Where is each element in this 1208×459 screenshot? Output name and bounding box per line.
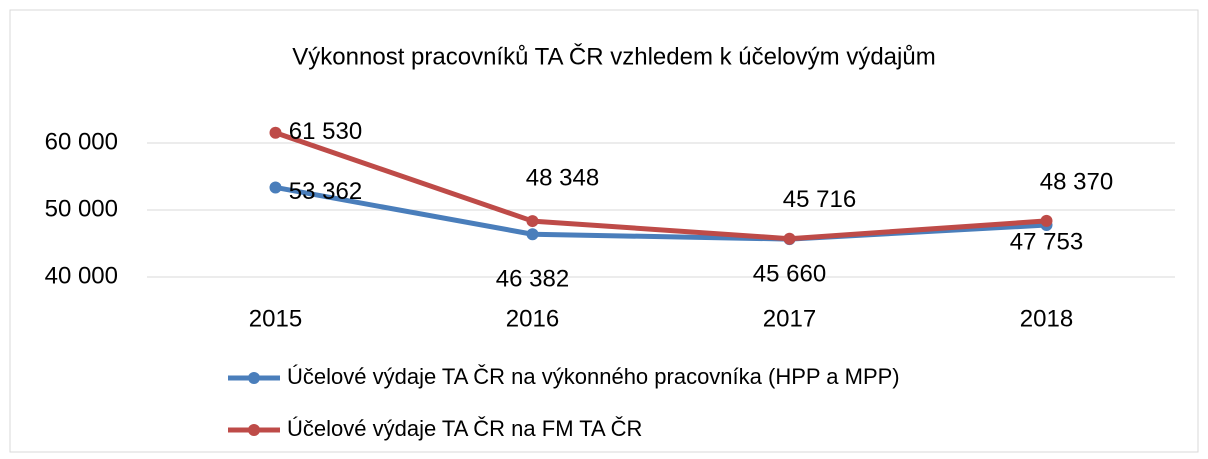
data-label: 47 753: [1010, 228, 1083, 255]
data-point: [526, 215, 539, 228]
legend-label: Účelové výdaje TA ČR na FM TA ČR: [287, 416, 642, 441]
data-label: 53 362: [289, 178, 362, 205]
data-point: [783, 232, 796, 245]
legend-label: Účelové výdaje TA ČR na výkonného pracov…: [287, 364, 900, 389]
data-label: 48 348: [526, 164, 599, 191]
x-tick-label: 2015: [249, 305, 302, 332]
data-label: 45 660: [753, 260, 826, 287]
chart-title: Výkonnost pracovníků TA ČR vzhledem k úč…: [292, 42, 935, 70]
data-label: 48 370: [1040, 168, 1113, 195]
data-label: 45 716: [783, 186, 856, 213]
data-label: 46 382: [496, 266, 569, 293]
y-tick-label: 40 000: [45, 262, 118, 289]
chart-frame: [9, 9, 1199, 453]
data-point: [526, 228, 539, 241]
legend-marker: [248, 372, 260, 384]
data-point: [269, 181, 282, 194]
y-tick-label: 50 000: [45, 195, 118, 222]
x-tick-label: 2018: [1020, 305, 1073, 332]
y-tick-label: 60 000: [45, 128, 118, 155]
legend-marker: [248, 424, 260, 436]
x-tick-label: 2016: [506, 305, 559, 332]
data-point: [1040, 214, 1053, 227]
x-tick-label: 2017: [763, 305, 816, 332]
data-point: [269, 126, 282, 139]
data-label: 61 530: [289, 118, 362, 145]
series-line: [274, 130, 1047, 242]
